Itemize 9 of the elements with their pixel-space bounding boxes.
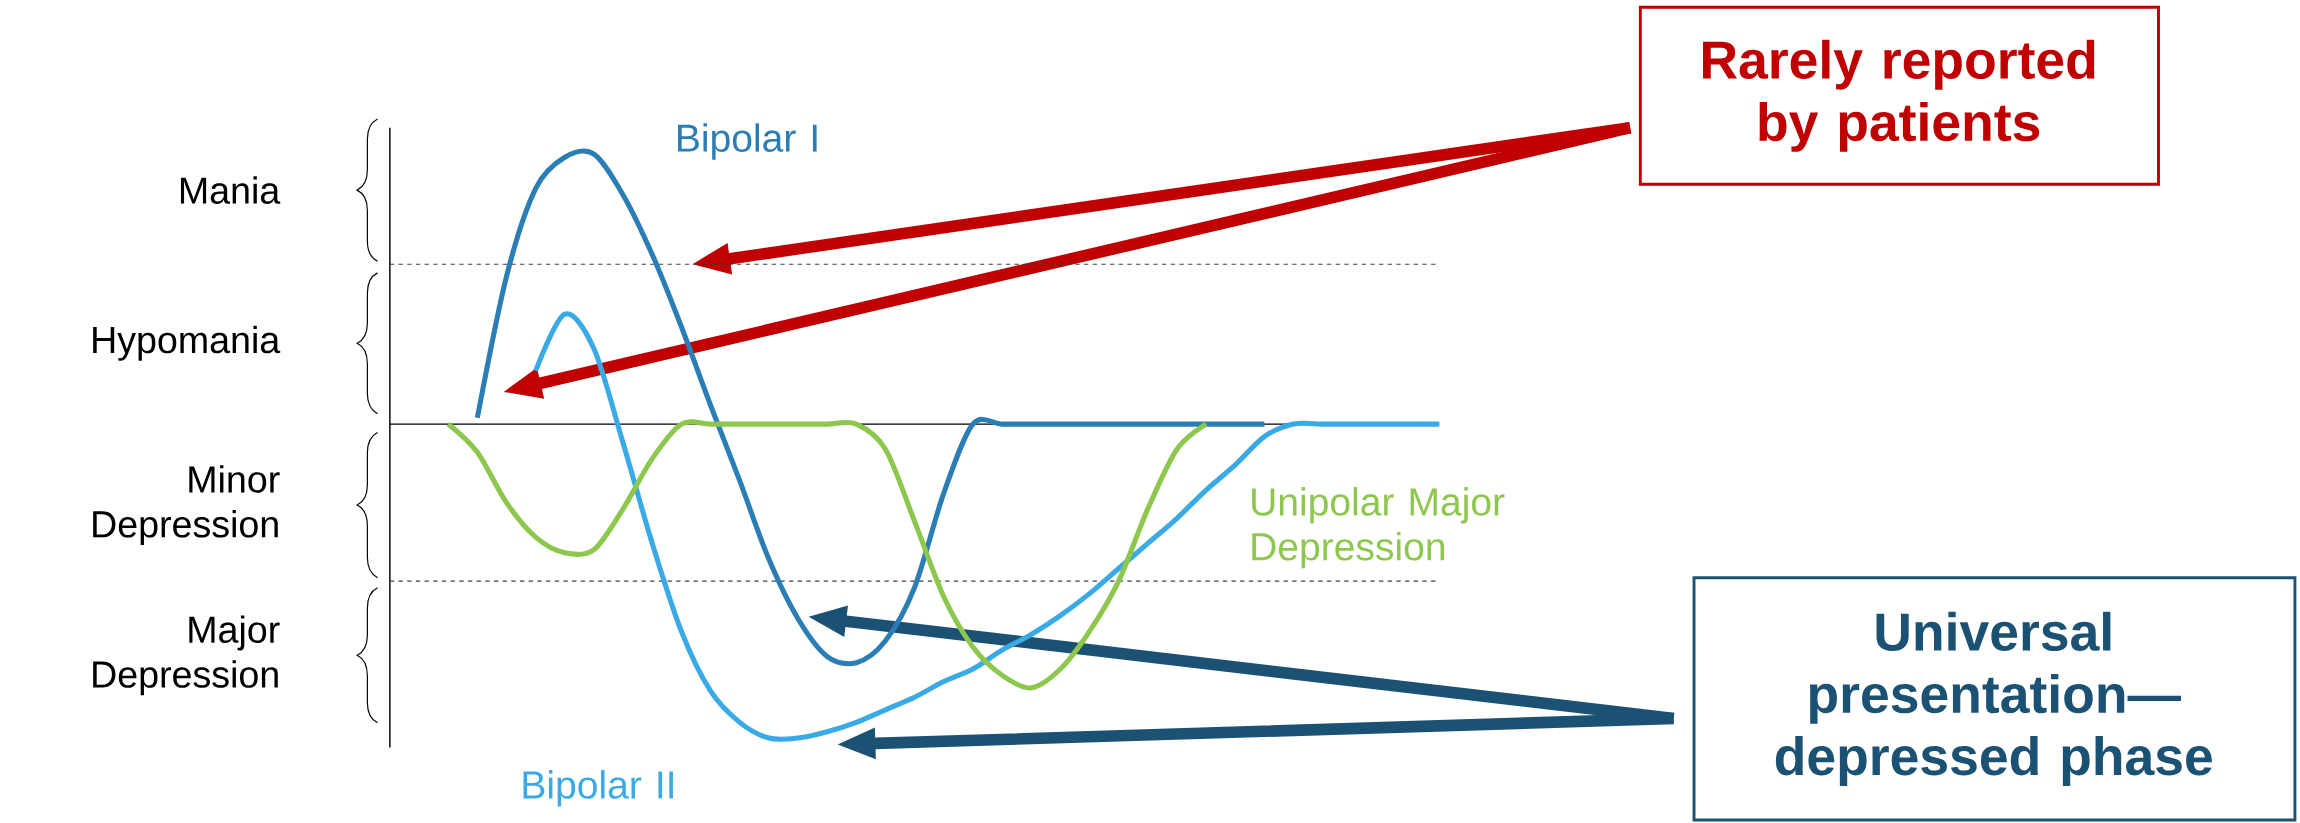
text: Rarely reported by patients bbox=[1703, 39, 2095, 152]
text: Hypomania bbox=[93, 325, 281, 361]
series-label: Bipolar I bbox=[678, 123, 817, 160]
text: Major Depression bbox=[93, 615, 280, 696]
text: Bipolar II bbox=[523, 770, 673, 807]
text: Mania bbox=[180, 176, 281, 204]
text: Universal presentation—depressed phase bbox=[1775, 611, 2212, 787]
text: Minor Depression bbox=[93, 465, 280, 546]
series-label: Unipolar Major Depression bbox=[1252, 487, 1505, 569]
